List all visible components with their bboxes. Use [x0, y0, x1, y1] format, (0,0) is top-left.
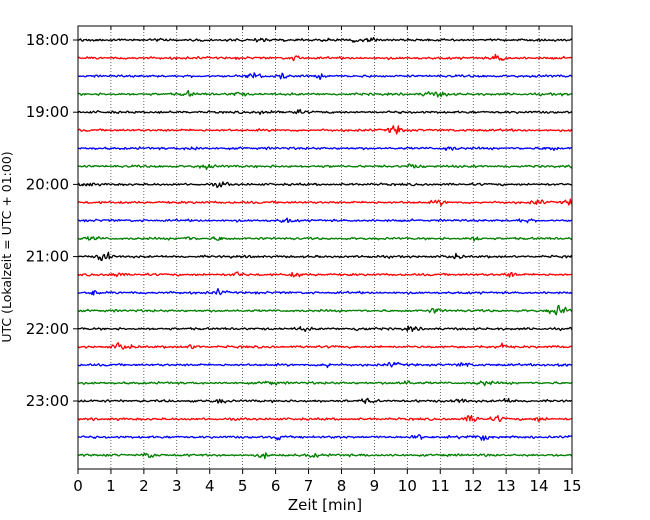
seismogram-trace-2315: [77, 414, 573, 423]
y-tick-label: 21:00: [26, 248, 69, 266]
x-grid: [110, 26, 540, 469]
seismogram-trace-1900: [77, 108, 573, 116]
y-axis-title: UTC (Lokalzeit = UTC + 01:00): [0, 151, 14, 342]
x-axis-title: Zeit [min]: [288, 496, 362, 514]
plot-frame: [77, 25, 573, 470]
plot-background: [78, 26, 572, 469]
seismogram-trace-2230: [77, 361, 573, 369]
x-tick-label: 8: [337, 477, 347, 495]
x-tick-label: 0: [73, 477, 83, 495]
seismogram-trace-1830: [77, 72, 573, 81]
seismogram-trace-2115: [77, 271, 573, 278]
seismogram-trace-2330: [77, 434, 573, 441]
y-tick-label: 18:00: [26, 31, 69, 49]
seismogram-trace-2200: [77, 325, 573, 333]
x-tick-label: 5: [238, 477, 248, 495]
x-ticks: 0 1 2 3 4 5 6 7 8 9 10 11 12 13 14 15: [73, 26, 582, 495]
x-tick-label: 3: [172, 477, 182, 495]
seismogram-trace-2000: [77, 181, 573, 189]
x-tick-label: 13: [497, 477, 516, 495]
seismogram-trace-1815: [77, 53, 573, 62]
seismogram-trace-2145: [77, 304, 573, 316]
seismogram-trace-1945: [77, 163, 573, 171]
x-tick-label: 1: [106, 477, 116, 495]
x-tick-label: 4: [205, 477, 215, 495]
seismogram-trace-2045: [77, 236, 573, 242]
seismogram-trace-1915: [77, 125, 573, 135]
x-tick-label: 6: [271, 477, 281, 495]
seismogram-trace-2300: [77, 397, 573, 405]
seismogram-trace-2245: [77, 380, 573, 387]
seismogram-trace-2100: [77, 251, 573, 262]
y-tick-label: 22:00: [26, 320, 69, 338]
seismogram-trace-1800: [77, 36, 573, 43]
x-tick-label: 12: [464, 477, 483, 495]
x-tick-label: 14: [530, 477, 549, 495]
seismogram-trace-2345: [77, 452, 573, 460]
seismogram-trace-2215: [77, 342, 573, 350]
x-tick-label: 11: [431, 477, 450, 495]
seismogram-trace-2030: [77, 217, 573, 224]
x-tick-label: 9: [370, 477, 380, 495]
y-tick-label: 19:00: [26, 103, 69, 121]
y-ticks: 18:00 19:00 20:00 21:00 22:00 23:00: [26, 31, 78, 410]
y-tick-label: 20:00: [26, 175, 69, 193]
x-tick-label: 7: [304, 477, 314, 495]
seismogram-trace-1930: [77, 146, 573, 152]
x-tick-label: 2: [139, 477, 149, 495]
seismogram-trace-2130: [77, 287, 573, 296]
x-tick-label: 10: [398, 477, 417, 495]
y-tick-label: 23:00: [26, 392, 69, 410]
seismogram-trace-2015: [77, 198, 573, 207]
seismogram-trace-1845: [77, 89, 573, 98]
x-tick-label: 15: [562, 477, 581, 495]
trace-layer: [77, 36, 573, 460]
